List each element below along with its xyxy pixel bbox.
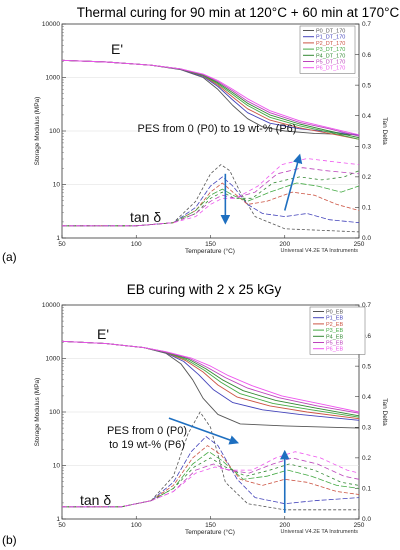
y-axis-label-right-b: Tan Delta: [381, 398, 388, 426]
legend-label: P3_DT_170: [316, 47, 345, 53]
y-right-tick-label: 0.4: [362, 394, 371, 401]
y-axis-label-left-a: Storage Modulus (MPa): [34, 97, 41, 166]
x-tick-label: 100: [131, 522, 142, 529]
modulus-label-b: E': [97, 326, 109, 342]
x-tick-label: 100: [131, 241, 142, 248]
series-lines-b: [61, 340, 360, 511]
y-left-tick-label: 100: [49, 409, 60, 416]
series-modulus-line: [61, 340, 360, 413]
y-left-tick-label: 10: [53, 463, 61, 470]
y-left-tick-label: 10: [53, 182, 61, 189]
chart-panel-b: EB curing with 2 x 25 kGy 50 100 150 200 250…: [2, 282, 388, 547]
x-tick-label: 250: [354, 241, 365, 248]
modulus-label-a: E': [111, 41, 123, 57]
legend-label: P0_EB: [326, 310, 343, 316]
series-tan-delta-line: [62, 182, 360, 227]
x-axis-label-a: Temperature (°C): [185, 247, 235, 255]
legend-label: P1_EB: [326, 316, 343, 322]
chart-panel-a: Thermal curing for 90 min at 120°C + 60 …: [2, 5, 400, 264]
legend-label: P2_EB: [326, 322, 343, 328]
y-right-tick-label: 0.1: [362, 205, 371, 212]
legend-label: P6_DT_170: [316, 66, 345, 72]
y-right-tick-label: 0.4: [362, 113, 371, 120]
y-right-tick-label: 0.6: [362, 333, 371, 340]
series-lines-a: [61, 59, 360, 233]
y-left-tick-label: 100: [49, 128, 60, 135]
legend-label: P3_EB: [326, 328, 343, 334]
y-left-tick-label: 1000: [46, 75, 61, 82]
legend-box: [299, 25, 356, 74]
series-tan-delta-line: [62, 457, 360, 508]
y-right-tick-label: 0.0: [362, 235, 371, 242]
series-modulus-line: [61, 59, 360, 136]
legend-label: P0_DT_170: [316, 29, 345, 35]
y-right-tick-label: 0.1: [362, 486, 371, 493]
x-tick-label: 200: [279, 241, 290, 248]
arrows-a: [220, 153, 303, 225]
legend-label: P5_EB: [326, 341, 343, 347]
series-tan-delta-line: [62, 451, 360, 508]
series-tan-delta-line: [62, 158, 360, 227]
y-right-tick-label: 0.5: [362, 363, 371, 370]
y-left-tick-label: 10000: [42, 302, 60, 309]
y-right-tick-label: 0.7: [362, 21, 371, 28]
series-tan-delta-line: [62, 164, 360, 233]
panel-label-a: (a): [2, 250, 17, 264]
annotation-a: PES from 0 (P0) to 19 wt-% (P6): [138, 123, 297, 135]
credit-b: Universal V4.2E TA Instruments: [281, 529, 359, 535]
annotation-b-line2: to 19 wt-% (P6): [109, 439, 185, 451]
legend-label: P4_EB: [326, 334, 343, 340]
panel-label-b: (b): [2, 533, 17, 547]
y-left-tick-label: 1000: [46, 356, 61, 363]
series-tan-delta-line: [62, 411, 359, 511]
y-right-tick-label: 0.7: [362, 302, 371, 309]
annotation-b-line1: PES from 0 (P0): [107, 425, 187, 437]
y-left-tick-label: 1: [56, 516, 60, 523]
y-left-tick-label: 1: [56, 235, 60, 242]
tan-delta-label-a: tan δ: [130, 209, 161, 225]
x-tick-label: 200: [279, 522, 290, 529]
y-left-tick-label: 10000: [42, 21, 60, 28]
arrows-b: [168, 417, 290, 513]
x-tick-label: 150: [205, 522, 216, 529]
x-axis-label-b: Temperature (°C): [185, 528, 235, 536]
credit-a: Universal V4.2E TA Instruments: [281, 248, 359, 254]
y-right-tick-label: 0.3: [362, 143, 371, 150]
series-tan-delta-line: [62, 176, 360, 227]
x-tick-label: 150: [205, 241, 216, 248]
y-right-tick-label: 0.2: [362, 174, 371, 181]
series-tan-delta-line: [62, 182, 360, 227]
x-tick-label: 250: [354, 522, 365, 529]
series-tan-delta-line: [62, 170, 360, 227]
chart-title-b: EB curing with 2 x 25 kGy: [127, 282, 282, 297]
y-right-tick-label: 0.5: [362, 82, 371, 89]
legend-box: [309, 306, 366, 355]
legend-label: P1_DT_170: [316, 35, 345, 41]
series-tan-delta-line: [62, 445, 360, 508]
y-axis-label-left-b: Storage Modulus (MPa): [34, 378, 41, 447]
series-tan-delta-line: [62, 457, 360, 508]
x-tick-label: 50: [58, 522, 66, 529]
y-right-tick-label: 0.6: [362, 52, 371, 59]
trend-arrow: [283, 153, 303, 211]
y-right-tick-label: 0.2: [362, 455, 371, 462]
legend-label: P6_EB: [326, 347, 343, 353]
y-right-tick-label: 0.0: [362, 516, 371, 523]
trend-arrow: [168, 417, 240, 445]
chart-title-a: Thermal curing for 90 min at 120°C + 60 …: [77, 5, 400, 20]
legend-label: P5_DT_170: [316, 60, 345, 66]
y-axis-label-right-a: Tan Delta: [381, 117, 388, 145]
y-right-tick-label: 0.3: [362, 424, 371, 431]
legend-label: P2_DT_170: [316, 41, 345, 47]
x-tick-label: 50: [58, 241, 66, 248]
axis-ticks-a: 50 100 150 200 250 1 10 100 1000 10000 0.0 0.1 0.2 0.…: [42, 21, 371, 248]
legend-a: P0_DT_170P1_DT_170P2_DT_170P3_DT_170P4_D…: [299, 25, 356, 74]
legend-label: P4_DT_170: [316, 53, 345, 59]
tan-delta-label-b: tan δ: [80, 492, 111, 508]
